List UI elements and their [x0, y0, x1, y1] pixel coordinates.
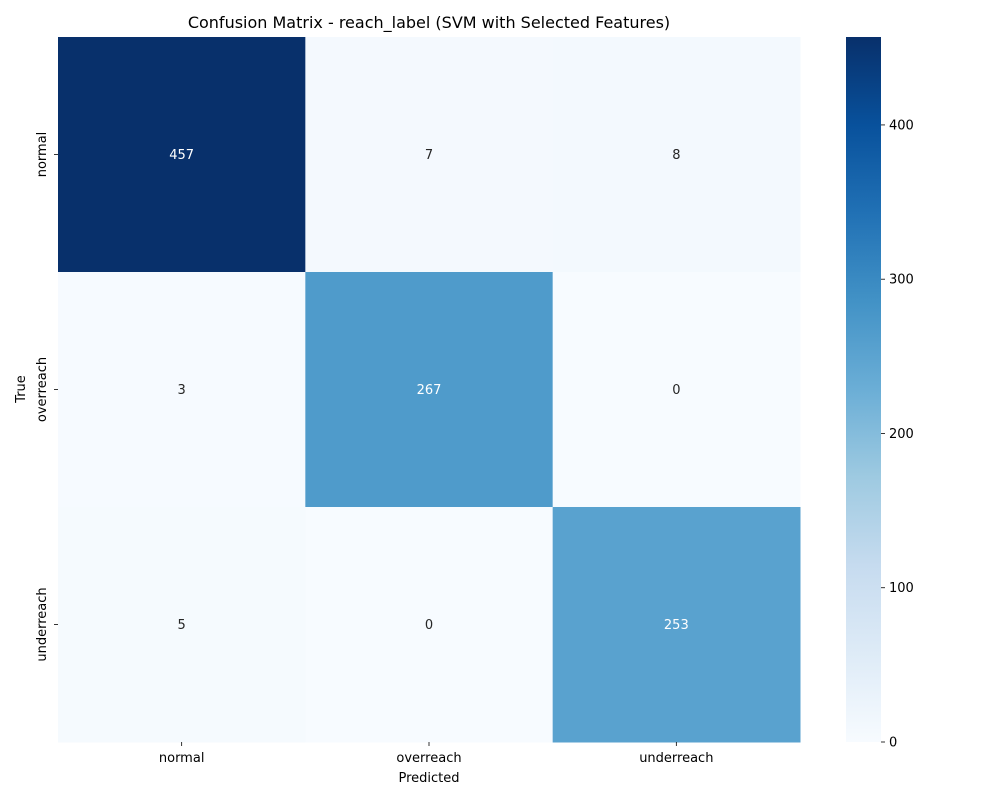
cell-value-label: 3: [178, 383, 186, 398]
x-tick-label: overreach: [396, 751, 461, 766]
x-axis-label: Predicted: [398, 771, 459, 786]
cell-value-label: 457: [169, 148, 194, 163]
cell-value-label: 0: [425, 618, 433, 633]
x-axis: normal overreach underreach: [159, 742, 713, 766]
cell-value-label: 5: [178, 618, 186, 633]
colorbar: [846, 37, 881, 742]
y-tick-label: normal: [35, 132, 50, 178]
heatmap-cell: [552, 272, 801, 508]
heatmap-cell: [58, 37, 306, 273]
heatmap-cell: [58, 272, 306, 508]
cell-value-label: 253: [664, 618, 689, 633]
y-axis: normal overreach underreach: [35, 132, 58, 662]
heatmap-cell: [58, 507, 306, 743]
chart-title: Confusion Matrix - reach_label (SVM with…: [188, 13, 670, 33]
heatmap-cell: [305, 37, 554, 273]
heatmap-cell-labels: 457 7 8 3 267 0 5 0 253: [169, 148, 688, 633]
colorbar-tick-label: 400: [889, 118, 914, 133]
colorbar-ticks: 0 100 200 300 400: [881, 118, 914, 751]
x-tick-label: underreach: [639, 751, 713, 766]
x-tick-label: normal: [159, 751, 205, 766]
colorbar-tick-label: 0: [889, 736, 897, 751]
y-tick-label: underreach: [35, 587, 50, 661]
y-axis-label: True: [14, 375, 29, 404]
cell-value-label: 267: [417, 383, 442, 398]
cell-value-label: 0: [672, 383, 680, 398]
colorbar-tick-label: 200: [889, 427, 914, 442]
cell-value-label: 8: [672, 148, 680, 163]
heatmap-cell: [305, 507, 554, 743]
colorbar-tick-label: 100: [889, 581, 914, 596]
heatmap-cells: [58, 37, 801, 743]
colorbar-tick-label: 300: [889, 273, 914, 288]
y-tick-label: overreach: [35, 357, 50, 422]
heatmap-cell: [552, 507, 801, 743]
heatmap-cell: [552, 37, 801, 273]
cell-value-label: 7: [425, 148, 433, 163]
heatmap-cell: [305, 272, 554, 508]
